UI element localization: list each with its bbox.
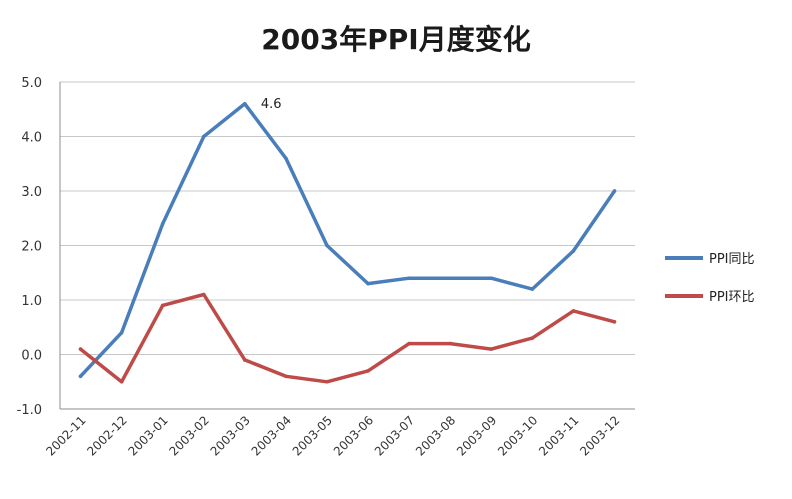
data-point: [489, 276, 494, 281]
data-point: [201, 292, 206, 297]
data-point: [119, 379, 124, 384]
y-tick-label: 1.0: [21, 294, 42, 309]
data-point: [119, 330, 124, 335]
data-point: [243, 358, 247, 362]
y-tick-label: 3.0: [21, 185, 42, 200]
x-tick-label: 2003-01: [125, 413, 170, 458]
y-tick-label: 2.0: [21, 240, 42, 255]
y-tick-label: 0.0: [21, 349, 42, 364]
x-tick-label: 2003-05: [290, 413, 335, 458]
data-point: [612, 320, 617, 324]
legend-label: PPI环比: [709, 290, 755, 305]
x-tick-label: 2003-04: [249, 413, 294, 458]
data-point: [366, 369, 370, 373]
data-point: [489, 347, 494, 351]
data-point: [571, 249, 576, 253]
series-line-2: [78, 292, 617, 384]
data-point: [243, 102, 247, 106]
x-tick-label: 2003-12: [577, 413, 622, 458]
data-point: [325, 379, 329, 384]
x-tick-label: 2003-03: [208, 413, 253, 458]
x-tick-label: 2003-11: [536, 413, 581, 458]
y-tick-label: -1.0: [17, 403, 42, 418]
series-line-1: [78, 102, 617, 379]
x-tick-label: 2003-10: [495, 413, 540, 458]
x-tick-label: 2002-11: [43, 413, 88, 458]
y-tick-label: 4.0: [21, 131, 42, 146]
x-tick-label: 2003-06: [331, 413, 376, 458]
data-point: [201, 134, 206, 139]
legend-label: PPI同比: [709, 252, 755, 267]
data-point: [407, 341, 411, 346]
x-tick-label: 2003-09: [454, 413, 499, 458]
data-point: [448, 276, 452, 281]
data-point: [612, 189, 617, 193]
data-point: [448, 341, 452, 346]
data-point: [78, 374, 83, 379]
data-point: [78, 347, 83, 351]
data-point: [325, 243, 329, 248]
data-point: [530, 336, 535, 340]
data-point: [284, 156, 288, 161]
data-point: [284, 374, 288, 379]
x-tick-label: 2003-02: [167, 413, 212, 458]
x-tick-label: 2003-07: [372, 413, 417, 458]
data-point: [530, 287, 535, 291]
y-tick-label: 5.0: [21, 76, 42, 91]
data-point: [160, 303, 165, 308]
data-point: [571, 309, 576, 313]
x-tick-label: 2003-08: [413, 413, 458, 458]
data-point: [366, 281, 370, 286]
chart-title: 2003年PPI月度变化: [261, 23, 531, 56]
data-label: 4.6: [261, 97, 282, 112]
x-tick-label: 2002-12: [84, 413, 129, 458]
data-point: [160, 221, 165, 226]
data-point: [407, 276, 411, 281]
